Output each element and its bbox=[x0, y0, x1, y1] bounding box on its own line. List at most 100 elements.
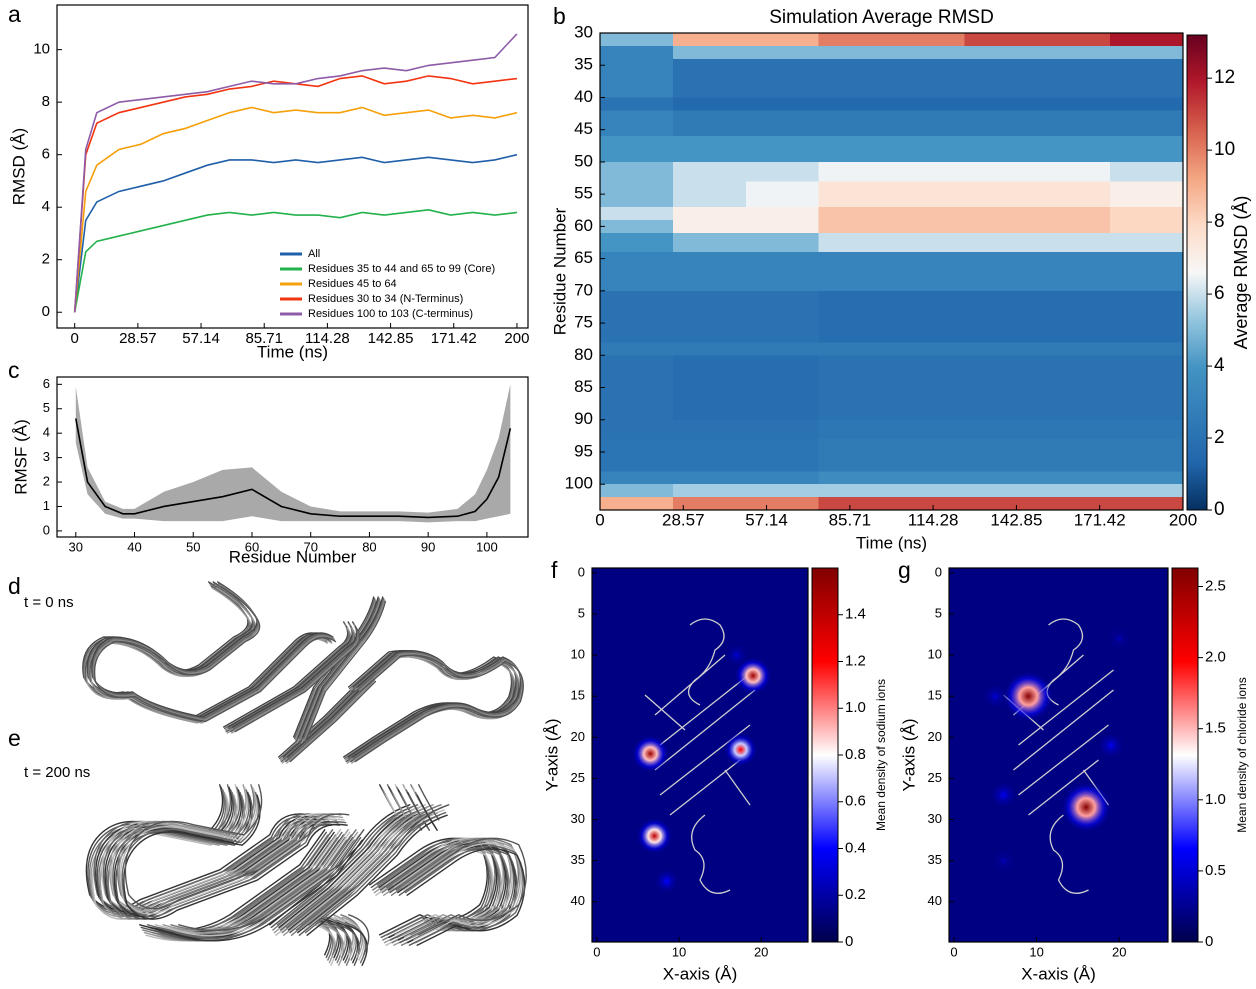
density-peak bbox=[724, 643, 749, 667]
colorbar-tick-label: 1.4 bbox=[845, 606, 866, 623]
heatmap-cell bbox=[600, 58, 674, 98]
heatmap-cell bbox=[1110, 136, 1184, 163]
heatmap-cell bbox=[818, 497, 892, 511]
heatmap-cell bbox=[745, 58, 820, 98]
y-axis-label: RMSD (Å) bbox=[9, 128, 28, 205]
heatmap-cell bbox=[1037, 252, 1111, 292]
heatmap-cell bbox=[891, 110, 965, 137]
density-peak bbox=[989, 781, 1018, 809]
y-tick-label: 85 bbox=[574, 377, 593, 396]
heatmap-cell bbox=[818, 97, 892, 111]
heatmap-cell bbox=[672, 207, 747, 221]
x-tick-label: 171.42 bbox=[1074, 510, 1126, 529]
x-axis-label: X-axis (Å) bbox=[1021, 964, 1096, 983]
heatmap-cell bbox=[818, 136, 892, 163]
heatmap-cell bbox=[745, 110, 820, 137]
y-tick-label: 5 bbox=[935, 605, 942, 620]
protein-outline bbox=[644, 618, 756, 894]
density-peak bbox=[1097, 731, 1125, 760]
heatmap-cell bbox=[600, 207, 674, 221]
y-tick-label: 55 bbox=[574, 184, 593, 203]
y-tick-label: 80 bbox=[574, 345, 593, 364]
density-background bbox=[949, 568, 1168, 942]
x-tick-label: 70 bbox=[303, 539, 317, 554]
series-line bbox=[73, 209, 518, 313]
y-tick-label: 40 bbox=[574, 87, 593, 106]
heatmap-cell bbox=[672, 97, 747, 111]
x-tick-label: 114.28 bbox=[908, 510, 959, 529]
heatmap-cell bbox=[1037, 45, 1111, 60]
heatmap-cell bbox=[818, 439, 892, 472]
heatmap-cell bbox=[745, 497, 820, 511]
colorbar-tick-label: 2.0 bbox=[1205, 649, 1226, 666]
x-axis-label: Time (ns) bbox=[856, 533, 927, 552]
density-peak bbox=[733, 656, 772, 695]
heatmap-cell bbox=[891, 207, 965, 221]
heatmap-cell bbox=[1110, 161, 1184, 182]
heatmap-cell bbox=[1037, 33, 1111, 47]
panel-label: g bbox=[898, 557, 911, 583]
y-tick-label: 75 bbox=[574, 313, 593, 332]
heatmap-cell bbox=[964, 290, 1038, 343]
heatmap-cell bbox=[891, 33, 965, 47]
density-peak bbox=[1106, 626, 1132, 652]
series-line bbox=[75, 418, 512, 519]
heatmap-cell bbox=[600, 45, 674, 60]
heatmap-cell bbox=[745, 219, 820, 234]
heatmap-cell bbox=[891, 342, 965, 356]
density-peak bbox=[631, 734, 670, 773]
heatmap-cell bbox=[964, 207, 1038, 221]
protein-trace bbox=[82, 581, 513, 758]
colorbar-tick-label: 0.8 bbox=[845, 746, 866, 763]
heatmap-cell bbox=[891, 484, 965, 498]
y-tick-label: 70 bbox=[574, 280, 593, 299]
density-layer bbox=[982, 618, 1132, 894]
colorbar-tick-label: 0.4 bbox=[845, 839, 866, 856]
heatmap-cell bbox=[818, 342, 892, 356]
y-tick-label: 50 bbox=[574, 151, 593, 170]
x-tick-label: 57.14 bbox=[182, 330, 220, 347]
density-peak bbox=[654, 868, 680, 894]
y-tick-label: 10 bbox=[571, 647, 585, 662]
heatmap-cell bbox=[818, 219, 892, 234]
heatmap-cell bbox=[600, 419, 674, 440]
x-tick-label: 171.42 bbox=[431, 330, 477, 347]
heatmap-cell bbox=[1110, 110, 1184, 137]
heatmap-cell bbox=[1037, 161, 1111, 182]
y-tick-label: 25 bbox=[928, 770, 942, 785]
x-tick-label: 200 bbox=[504, 330, 529, 347]
heatmap-cell bbox=[964, 110, 1038, 137]
heatmap-cell bbox=[1110, 97, 1184, 111]
colorbar-tick-label: 6 bbox=[1214, 283, 1225, 304]
protein-trace bbox=[92, 582, 523, 760]
heatmap-cell bbox=[600, 471, 674, 485]
heatmap-cell bbox=[964, 33, 1038, 47]
legend-label: All bbox=[308, 248, 320, 260]
density-peak bbox=[982, 683, 1009, 710]
x-tick-label: 90 bbox=[421, 539, 435, 554]
heatmap-cell bbox=[1110, 219, 1184, 234]
structure-caption: t = 200 ns bbox=[24, 764, 90, 781]
heatmap-cell bbox=[891, 252, 965, 292]
heatmap-cell bbox=[672, 471, 747, 485]
chart-title: Simulation Average RMSD bbox=[769, 7, 994, 28]
protein-trace bbox=[91, 581, 522, 758]
heatmap-cell bbox=[818, 252, 892, 292]
y-tick-label: 4 bbox=[43, 425, 50, 440]
heatmap-cell bbox=[745, 471, 820, 485]
heatmap-cell bbox=[818, 58, 892, 98]
heatmap-cell bbox=[600, 439, 674, 472]
density-peak bbox=[991, 848, 1016, 874]
colorbar-tick-label: 10 bbox=[1214, 139, 1235, 160]
x-tick-label: 80 bbox=[362, 539, 376, 554]
heatmap-cell bbox=[964, 419, 1038, 440]
heatmap-cell bbox=[745, 355, 820, 421]
x-tick-label: 142.85 bbox=[990, 510, 1042, 529]
x-tick-label: 0 bbox=[595, 510, 604, 529]
heatmap-cell bbox=[672, 355, 747, 421]
heatmap-cell bbox=[818, 290, 892, 343]
plot-frame bbox=[56, 376, 529, 538]
heatmap-cell bbox=[964, 232, 1038, 253]
heatmap-cell bbox=[891, 471, 965, 485]
density-layer bbox=[631, 618, 772, 894]
